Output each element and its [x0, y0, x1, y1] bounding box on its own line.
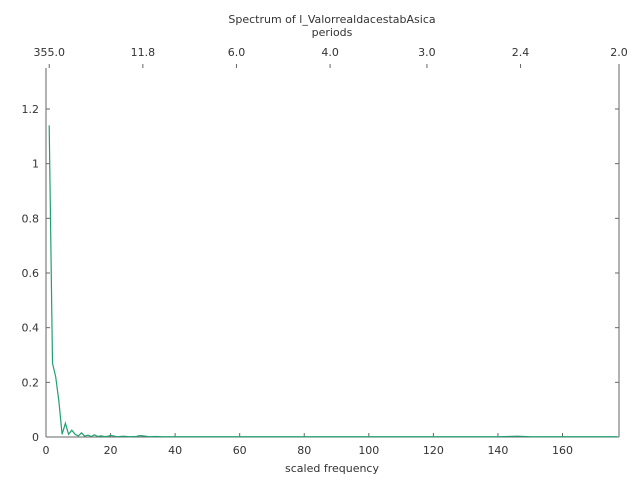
y-tick-label: 1.2: [22, 103, 40, 116]
x-tick-label: 60: [233, 444, 247, 457]
x-axis-label: scaled frequency: [285, 462, 379, 475]
y-tick-label: 0: [32, 431, 39, 444]
series-layer: [48, 125, 618, 438]
top-tick-label: 3.0: [418, 46, 436, 59]
spectrum-line: [48, 125, 618, 438]
plot-frame: [45, 68, 620, 438]
x-tick-label: 80: [297, 444, 311, 457]
x-tick-label: 160: [552, 444, 573, 457]
top-axis-label: periods: [312, 26, 353, 39]
x-tick-label: 40: [168, 444, 182, 457]
top-tick-label: 6.0: [228, 46, 246, 59]
axis-ticks: 0 20 40 60 80 100 120 140 160 0 0.2 0.4 0.6 0.8 1 1.2 35…: [22, 46, 628, 457]
x-tick-label: 20: [104, 444, 118, 457]
y-tick-label: 1: [32, 158, 39, 171]
chart-title: Spectrum of l_ValorrealdacestabAsica: [228, 13, 435, 26]
x-tick-label: 140: [487, 444, 508, 457]
y-tick-label: 0.8: [22, 212, 40, 225]
top-tick-label: 355.0: [33, 46, 65, 59]
x-tick-label: 100: [358, 444, 379, 457]
top-tick-label: 11.8: [131, 46, 156, 59]
x-tick-label: 0: [43, 444, 50, 457]
top-tick-label: 2.4: [512, 46, 530, 59]
y-tick-label: 0.2: [22, 376, 40, 389]
top-tick-label: 2.0: [610, 46, 628, 59]
top-tick-label: 4.0: [321, 46, 339, 59]
y-tick-label: 0.6: [22, 267, 40, 280]
x-tick-label: 120: [423, 444, 444, 457]
y-tick-label: 0.4: [22, 322, 40, 335]
